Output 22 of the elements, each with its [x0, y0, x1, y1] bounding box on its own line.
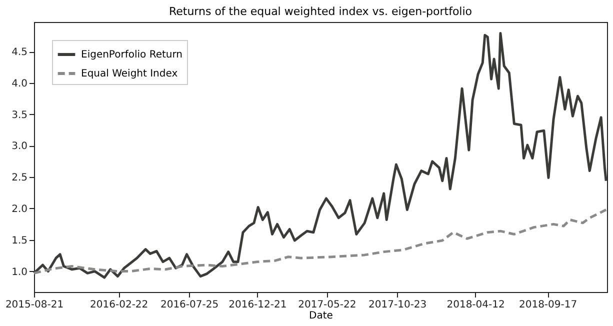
y-tick-label: 3.0 [12, 141, 28, 152]
x-tick-label: 2016-02-22 [90, 300, 148, 310]
line-series [32, 208, 608, 274]
legend-label: Equal Weight Index [81, 68, 178, 80]
x-tick-label: 2016-07-25 [160, 300, 219, 310]
x-axis-title: Date [309, 310, 333, 322]
y-tick-label: 1.5 [12, 235, 28, 246]
y-tick-label: 1.0 [12, 266, 28, 278]
x-tick-label: 2015-08-21 [5, 300, 64, 310]
y-tick-label: 4.5 [12, 47, 28, 58]
x-tick-label: 2017-05-22 [298, 300, 356, 310]
x-tick-label: 2018-09-17 [518, 300, 578, 310]
x-tick-label: 2018-04-12 [446, 300, 505, 310]
y-tick-label: 2.0 [12, 204, 28, 215]
x-tick-label: 2017-10-23 [368, 300, 427, 310]
y-tick-label: 2.5 [12, 172, 28, 184]
legend-label: EigenPorfolio Return [81, 50, 183, 60]
y-tick-label: 3.5 [12, 110, 28, 121]
chart-title: Returns of the equal weighted index vs. eigen-portfolio [168, 5, 472, 18]
x-tick-label: 2016-12-21 [228, 300, 287, 310]
y-tick-label: 4.0 [12, 78, 28, 90]
line-series [32, 32, 608, 279]
